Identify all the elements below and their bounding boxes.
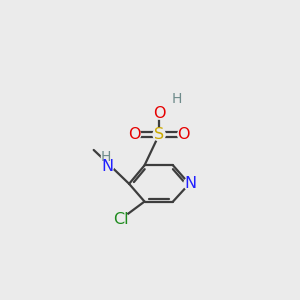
Circle shape: [101, 152, 111, 161]
Circle shape: [113, 212, 128, 227]
Circle shape: [153, 128, 165, 141]
Circle shape: [184, 178, 196, 190]
Text: O: O: [128, 127, 141, 142]
Circle shape: [128, 128, 141, 141]
Text: N: N: [184, 176, 196, 191]
Text: O: O: [178, 127, 190, 142]
Text: H: H: [172, 92, 182, 106]
Text: S: S: [154, 127, 164, 142]
Text: N: N: [101, 159, 114, 174]
Circle shape: [178, 128, 190, 141]
Text: H: H: [101, 150, 111, 164]
Text: O: O: [153, 106, 165, 121]
Circle shape: [153, 107, 165, 119]
Circle shape: [172, 94, 182, 104]
Circle shape: [101, 160, 114, 172]
Text: Cl: Cl: [113, 212, 128, 227]
